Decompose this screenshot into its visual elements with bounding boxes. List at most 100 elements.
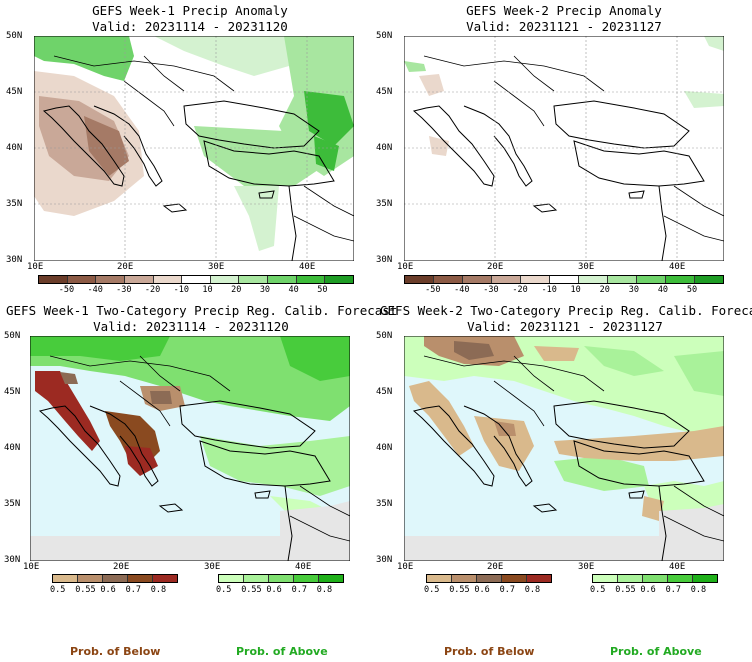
colorbar-label: 30 xyxy=(259,285,271,295)
p1-lat-30: 30N xyxy=(6,255,23,265)
colorbar-label: 0.7 xyxy=(665,585,681,595)
anomaly-swatch xyxy=(67,276,97,283)
borders xyxy=(423,55,724,242)
anomaly-swatch xyxy=(210,276,240,283)
prob-above-swatch xyxy=(244,575,269,582)
p3-lon-30: 30E xyxy=(204,562,221,572)
prob-above-swatch xyxy=(269,575,294,582)
no-data-region xyxy=(404,504,724,561)
p4-lon-30: 30E xyxy=(578,562,595,572)
anomaly-swatch xyxy=(239,276,269,283)
anomaly-swatch xyxy=(608,276,637,283)
prob-below-swatch xyxy=(427,575,452,582)
prob-above-swatch xyxy=(693,575,717,582)
anomaly-swatch xyxy=(579,276,608,283)
prob-below-swatch xyxy=(103,575,128,582)
p4-lon-40: 40E xyxy=(669,562,686,572)
anomaly-swatch xyxy=(182,276,211,283)
anomaly-swatch xyxy=(405,276,434,283)
p3-lat-35: 35N xyxy=(4,499,21,509)
prob-below-swatch xyxy=(128,575,153,582)
colorbar-label: 0.55 xyxy=(75,585,96,595)
colorbar-label: 10 xyxy=(202,285,213,295)
colorbar-label: -20 xyxy=(144,285,161,295)
anomaly-swatch xyxy=(325,276,354,283)
prob-below-swatch xyxy=(452,575,477,582)
p4-lat-50: 50N xyxy=(376,331,393,341)
p4-above-colorbar xyxy=(592,574,718,583)
coastlines xyxy=(38,400,331,561)
colorbar-label: -30 xyxy=(483,285,499,295)
colorbar-label: 0.7 xyxy=(499,585,515,595)
wet-anomaly-region xyxy=(404,36,724,108)
borders xyxy=(49,355,350,542)
no-data-region xyxy=(30,501,350,561)
borders xyxy=(423,355,724,542)
p3-lon-10: 10E xyxy=(23,562,40,572)
colorbar-label: 0.5 xyxy=(216,585,232,595)
colorbar-label: 0.5 xyxy=(590,585,606,595)
colorbar-label: 0.8 xyxy=(524,585,541,595)
colorbar-label: 0.6 xyxy=(266,585,282,595)
p3-lat-45: 45N xyxy=(4,387,21,397)
colorbar-label: -50 xyxy=(425,285,441,295)
p2-lat-40: 40N xyxy=(376,143,393,153)
colorbar-label: 0.6 xyxy=(640,585,656,595)
panel4-valid: Valid: 20231121 - 20231127 xyxy=(467,319,663,334)
colorbar-label: 30 xyxy=(628,285,639,295)
panel3-title: GEFS Week-1 Two-Category Precip Reg. Cal… xyxy=(6,303,398,318)
prob-above-swatch xyxy=(319,575,343,582)
colorbar-label: 0.55 xyxy=(615,585,636,595)
colorbar-label: 40 xyxy=(657,285,669,295)
colorbar-label: -10 xyxy=(541,285,557,295)
p1-lat-40: 40N xyxy=(6,143,23,153)
p2-anomaly-colorbar xyxy=(404,275,724,284)
footer-below-left: Prob. of Below xyxy=(70,645,161,658)
prob-above-swatch xyxy=(294,575,319,582)
p2-lat-45: 45N xyxy=(376,87,393,97)
p2-lat-30: 30N xyxy=(376,255,393,265)
prob-below-swatch xyxy=(153,575,177,582)
anomaly-swatch xyxy=(39,276,68,283)
anomaly-swatch xyxy=(637,276,666,283)
coastlines xyxy=(412,400,705,561)
panel2-title: GEFS Week-2 Precip Anomaly xyxy=(466,3,662,18)
colorbar-label: 0.7 xyxy=(291,585,307,595)
panel1-title: GEFS Week-1 Precip Anomaly xyxy=(92,3,288,18)
colorbar-label: 50 xyxy=(686,285,698,295)
colorbar-label: 0.55 xyxy=(449,585,470,595)
colorbar-label: -40 xyxy=(454,285,470,295)
p2-lat-50: 50N xyxy=(376,31,393,41)
p2-lon-20: 20E xyxy=(487,262,504,272)
colorbar-label: 0.6 xyxy=(474,585,490,595)
footer-above-left: Prob. of Above xyxy=(236,645,328,658)
p1-lat-50: 50N xyxy=(6,31,23,41)
colorbar-label: 0.55 xyxy=(241,585,262,595)
footer-below-right: Prob. of Below xyxy=(444,645,535,658)
colorbar-label: -50 xyxy=(58,285,75,295)
p3-below-colorbar xyxy=(52,574,178,583)
p2-lon-30: 30E xyxy=(578,262,595,272)
anomaly-swatch xyxy=(268,276,297,283)
anomaly-swatch xyxy=(96,276,125,283)
p3-lon-40: 40E xyxy=(295,562,312,572)
panel4-map xyxy=(404,336,724,561)
colorbar-label: 0.7 xyxy=(125,585,141,595)
p2-lon-40: 40E xyxy=(669,262,686,272)
anomaly-swatch xyxy=(666,276,695,283)
p4-lon-10: 10E xyxy=(397,562,414,572)
p1-lon-20: 20E xyxy=(117,262,134,272)
colorbar-label: -10 xyxy=(173,285,189,295)
coastlines xyxy=(412,100,705,261)
anomaly-swatch xyxy=(521,276,550,283)
p3-above-colorbar xyxy=(218,574,344,583)
anomaly-swatch xyxy=(296,276,326,283)
p3-lat-50: 50N xyxy=(4,331,21,341)
p4-lat-35: 35N xyxy=(376,499,393,509)
p1-lon-10: 10E xyxy=(27,262,44,272)
p1-lon-40: 40E xyxy=(299,262,316,272)
below-probability-region xyxy=(409,336,724,521)
anomaly-swatch xyxy=(463,276,492,283)
colorbar-label: 0.8 xyxy=(150,585,167,595)
anomaly-swatch xyxy=(434,276,463,283)
